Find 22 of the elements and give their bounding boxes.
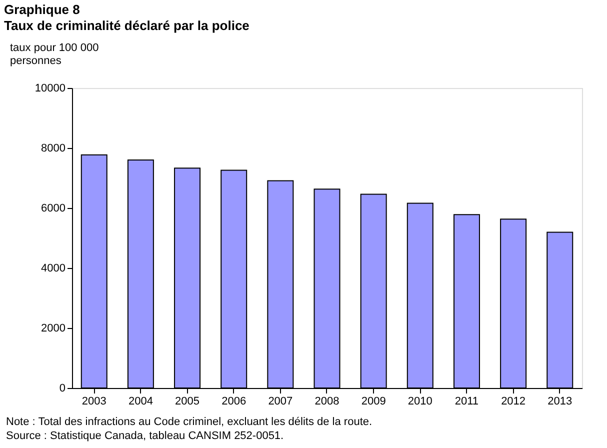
y-tick-label: 0 bbox=[59, 382, 66, 394]
x-tick-label: 2013 bbox=[548, 396, 572, 408]
x-tick-label: 2011 bbox=[454, 396, 479, 408]
x-tick-label: 2012 bbox=[501, 396, 526, 408]
x-tick-label: 2009 bbox=[361, 396, 386, 408]
x-tick-label: 2004 bbox=[128, 396, 153, 408]
text: Note : Total des infractions au Code criminel, excluant les délits de la route. bbox=[6, 416, 372, 428]
y-tick-label: 2000 bbox=[41, 322, 66, 334]
x-tick-label: 2005 bbox=[175, 396, 200, 408]
y-tick-label: 6000 bbox=[41, 202, 66, 214]
x-tick-label: 2008 bbox=[314, 396, 340, 408]
x-tick-label: 2007 bbox=[268, 396, 293, 408]
source-note: Source : Statistique Canada, tableau CANSIM 252-0051. bbox=[6, 430, 284, 442]
y-tick-label: 10000 bbox=[34, 82, 66, 94]
y-axis-title: taux pour 100 000 personnes bbox=[10, 42, 99, 67]
y-tick-label: 4000 bbox=[41, 262, 66, 274]
chart-subtitle: Taux de criminalité déclaré par la police bbox=[4, 18, 250, 33]
x-tick-label: 2006 bbox=[222, 396, 246, 408]
y-tick-label: 8000 bbox=[41, 142, 66, 154]
x-tick-label: 2010 bbox=[408, 396, 432, 408]
chart-title: Graphique 8 bbox=[4, 2, 80, 17]
x-tick-label: 2003 bbox=[82, 396, 106, 408]
